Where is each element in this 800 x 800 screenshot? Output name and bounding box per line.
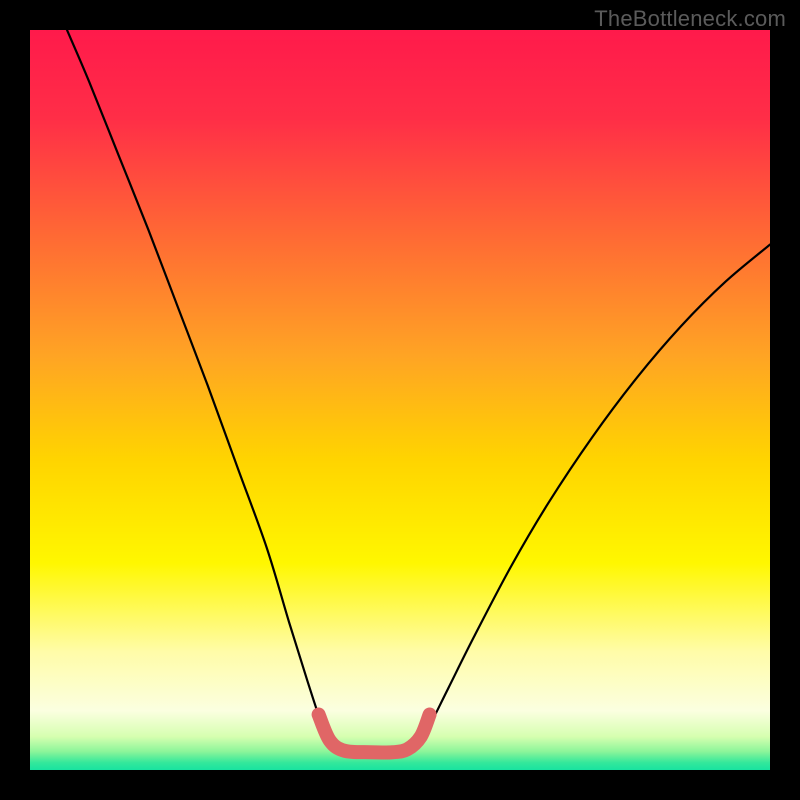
plot-svg (30, 30, 770, 770)
chart-background (30, 30, 770, 770)
chart-frame: TheBottleneck.com (0, 0, 800, 800)
watermark-text: TheBottleneck.com (594, 6, 786, 32)
bottleneck-chart (30, 30, 770, 770)
